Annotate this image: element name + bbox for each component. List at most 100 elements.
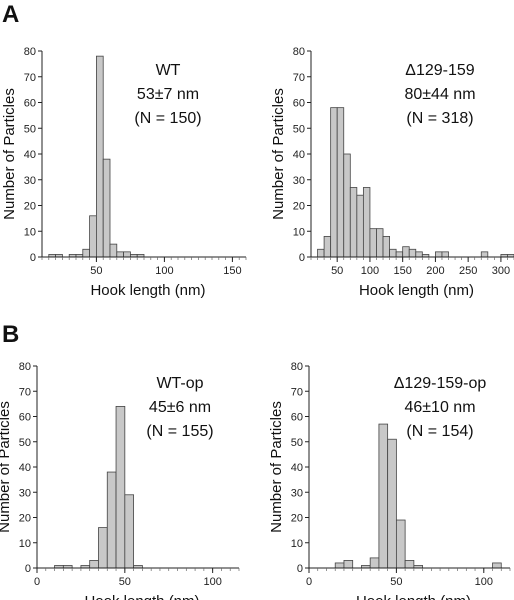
y-tick-label: 70 (24, 72, 36, 84)
x-tick-label: 200 (426, 265, 444, 277)
y-tick-label: 10 (291, 538, 303, 550)
x-tick-label: 300 (492, 265, 510, 277)
histogram-bar (334, 562, 345, 569)
histogram-bar (395, 251, 404, 258)
x-tick-label: 100 (361, 265, 379, 277)
y-tick-label: 70 (291, 386, 303, 398)
x-tick-label: 50 (331, 265, 343, 277)
x-tick-label: 50 (119, 576, 131, 588)
y-tick-label: 20 (291, 513, 303, 525)
histogram-bar (336, 107, 345, 258)
strain-label: Δ129-159 (405, 62, 475, 79)
y-tick-label: 20 (19, 513, 31, 525)
histogram-bar (369, 557, 380, 569)
x-axis-label: Hook length (nm) (84, 593, 199, 600)
y-tick-label: 0 (299, 252, 305, 264)
y-tick-label: 0 (25, 563, 31, 575)
histogram-bar (378, 423, 389, 569)
y-tick-label: 60 (291, 412, 303, 424)
y-tick-label: 50 (19, 437, 31, 449)
histogram-bar (102, 158, 111, 258)
histogram-bar (106, 471, 117, 569)
histogram-bar (330, 107, 338, 258)
x-axis-label: Hook length (nm) (90, 282, 205, 299)
y-axis-label: Number of Particles (1, 88, 18, 220)
histogram-bar (387, 438, 397, 569)
sample-size-label: (N = 154) (406, 423, 473, 440)
histogram-bar (96, 55, 104, 258)
y-axis-label: Number of Particles (0, 401, 13, 533)
histogram-bar (109, 243, 118, 258)
strain-label: WT (156, 62, 181, 79)
histogram-bar (415, 251, 423, 258)
y-tick-label: 40 (293, 149, 305, 161)
histogram-bar (369, 228, 377, 258)
y-tick-label: 80 (293, 46, 305, 58)
x-tick-label: 100 (155, 265, 173, 277)
histogram-bar (89, 215, 97, 258)
histogram-bar (123, 251, 131, 258)
y-tick-label: 80 (19, 361, 31, 373)
histogram-1: 0 10 20 30 40 50 60 70 80 50 100 150 Hook length (nm… (1, 46, 247, 299)
x-tick-label: 250 (459, 265, 477, 277)
histogram-bar (402, 246, 410, 258)
mean-length-label: 45±6 nm (149, 399, 211, 416)
x-tick-label: 150 (223, 265, 241, 277)
y-tick-label: 60 (24, 98, 36, 110)
x-tick-label: 0 (34, 576, 40, 588)
histogram-bar (98, 527, 108, 569)
histogram-bar (480, 251, 489, 258)
histogram-bar (441, 251, 449, 258)
y-tick-label: 30 (24, 175, 36, 187)
y-tick-label: 20 (293, 201, 305, 213)
histogram-bar (435, 251, 443, 258)
y-tick-label: 0 (30, 252, 36, 264)
y-tick-label: 70 (19, 386, 31, 398)
x-axis-label: Hook length (nm) (359, 282, 474, 299)
y-tick-label: 50 (291, 437, 303, 449)
x-tick-label: 50 (90, 265, 102, 277)
y-tick-label: 60 (19, 412, 31, 424)
histogram-bar (376, 228, 384, 258)
y-tick-label: 10 (293, 226, 305, 238)
histogram-bar (408, 248, 417, 258)
y-tick-label: 0 (297, 563, 303, 575)
histogram-bar (395, 519, 406, 569)
histogram-bar (356, 194, 364, 258)
y-tick-label: 50 (293, 123, 305, 135)
x-tick-label: 0 (306, 576, 312, 588)
sample-size-label: (N = 318) (406, 110, 473, 127)
histogram-bar (492, 562, 502, 569)
histogram-bar (317, 248, 325, 258)
y-axis-label: Number of Particles (268, 401, 285, 533)
y-axis-label: Number of Particles (270, 88, 287, 220)
mean-length-label: 46±10 nm (404, 399, 475, 416)
histogram-bar (349, 187, 358, 258)
histogram-bar (382, 235, 390, 258)
mean-length-label: 80±44 nm (404, 86, 475, 103)
histogram-4: 0 10 20 30 40 50 60 70 80 0 50 100 Hook length (nm) N… (268, 361, 511, 600)
y-tick-label: 80 (291, 361, 303, 373)
y-tick-label: 80 (24, 46, 36, 58)
histogram-3: 0 10 20 30 40 50 60 70 80 0 50 100 Hook length (nm) N… (0, 361, 240, 600)
histogram-2: 0 10 20 30 40 50 60 70 80 50 100 150 200 250 300 Hook l… (270, 46, 514, 299)
histogram-bar (116, 251, 125, 258)
x-tick-label: 150 (393, 265, 411, 277)
sample-size-label: (N = 155) (146, 423, 213, 440)
y-tick-label: 40 (19, 462, 31, 474)
strain-label: WT-op (156, 375, 203, 392)
panel-letter-a: A (2, 1, 19, 28)
strain-label: Δ129-159-op (394, 375, 487, 392)
histogram-bar (124, 494, 135, 569)
y-tick-label: 70 (293, 72, 305, 84)
histogram-bar (362, 187, 371, 258)
histogram-bar (89, 560, 99, 569)
histogram-bar (389, 248, 397, 258)
y-tick-label: 10 (19, 538, 31, 550)
x-tick-label: 100 (203, 576, 221, 588)
y-tick-label: 30 (293, 175, 305, 187)
y-tick-label: 40 (291, 462, 303, 474)
histogram-bar (82, 248, 91, 258)
